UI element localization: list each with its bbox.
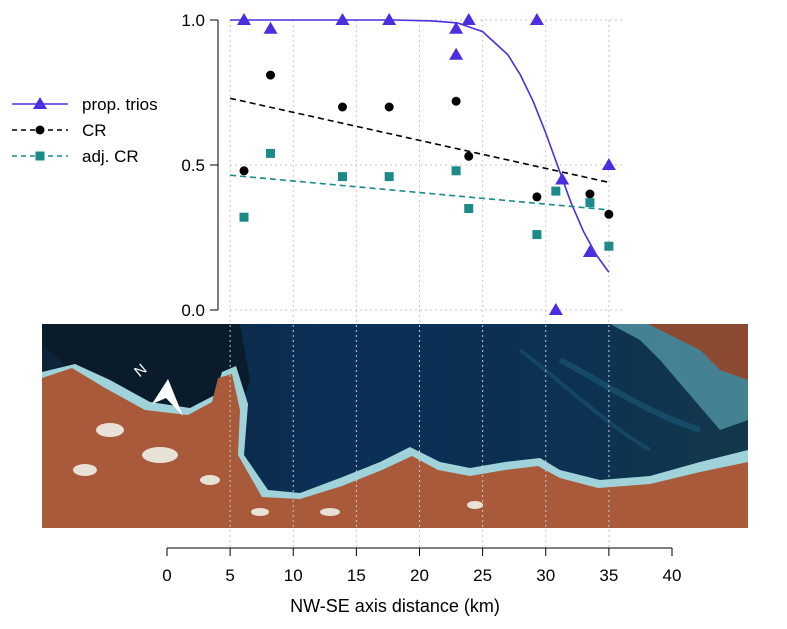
fit-line-adj-cr — [230, 174, 609, 211]
point-cr — [604, 209, 614, 219]
legend-label-cr: CR — [82, 121, 107, 140]
x-tick-label: 40 — [663, 566, 682, 585]
point-prop-trios — [449, 21, 464, 34]
point-adj-cr — [604, 241, 614, 251]
point-cr — [384, 102, 394, 112]
point-prop-trios — [382, 13, 397, 25]
point-adj-cr — [585, 198, 595, 208]
satellite-image: N — [42, 324, 748, 528]
point-prop-trios — [529, 13, 544, 25]
point-adj-cr — [239, 212, 249, 222]
point-prop-trios — [601, 158, 616, 170]
point-prop-trios — [335, 13, 350, 25]
y-tick-label: 0.5 — [181, 156, 205, 175]
fit-line-cr — [229, 97, 610, 184]
point-adj-cr — [551, 186, 561, 196]
point-prop-trios — [582, 245, 597, 257]
point-prop-trios — [555, 172, 570, 185]
fit-line-prop-trios — [230, 19, 610, 273]
point-cr — [451, 96, 461, 106]
legend-marker-cr — [35, 125, 45, 135]
point-adj-cr — [451, 166, 461, 176]
legend-marker-adj-cr — [35, 151, 45, 161]
x-tick-label: 35 — [599, 566, 618, 585]
x-tick-label: 25 — [473, 566, 492, 585]
x-axis-title: NW-SE axis distance (km) — [290, 596, 500, 616]
fit-lines — [229, 19, 610, 273]
point-prop-trios — [461, 13, 476, 25]
x-tick-label: 15 — [347, 566, 366, 585]
point-cr — [266, 70, 276, 80]
point-cr — [239, 166, 249, 176]
x-tick-label: 20 — [410, 566, 429, 585]
point-adj-cr — [384, 172, 394, 182]
x-tick-label: 5 — [225, 566, 234, 585]
point-prop-trios — [449, 47, 464, 60]
data-points — [237, 13, 616, 315]
legend: prop. trios CR adj. CR — [12, 95, 158, 166]
x-tick-label: 10 — [284, 566, 303, 585]
point-cr — [532, 192, 542, 202]
legend-marker-prop-trios — [33, 97, 47, 109]
point-adj-cr — [464, 204, 474, 213]
point-prop-trios — [548, 303, 563, 315]
point-prop-trios — [237, 13, 252, 25]
point-cr — [585, 189, 595, 199]
point-cr — [337, 102, 347, 112]
point-adj-cr — [266, 148, 276, 158]
y-axis: 1.0 0.5 0.0 — [181, 11, 219, 320]
point-prop-trios — [263, 21, 278, 34]
x-axis: 0 5 10 15 20 25 30 35 40 — [162, 547, 682, 585]
x-tick-label: 30 — [536, 566, 555, 585]
x-tick-label: 0 — [162, 566, 171, 585]
point-adj-cr — [532, 230, 542, 240]
y-tick-label: 1.0 — [181, 11, 205, 30]
legend-label-prop-trios: prop. trios — [82, 95, 158, 114]
y-tick-label: 0.0 — [181, 301, 205, 320]
legend-label-adj-cr: adj. CR — [82, 147, 139, 166]
point-cr — [464, 151, 474, 161]
point-adj-cr — [337, 172, 347, 182]
